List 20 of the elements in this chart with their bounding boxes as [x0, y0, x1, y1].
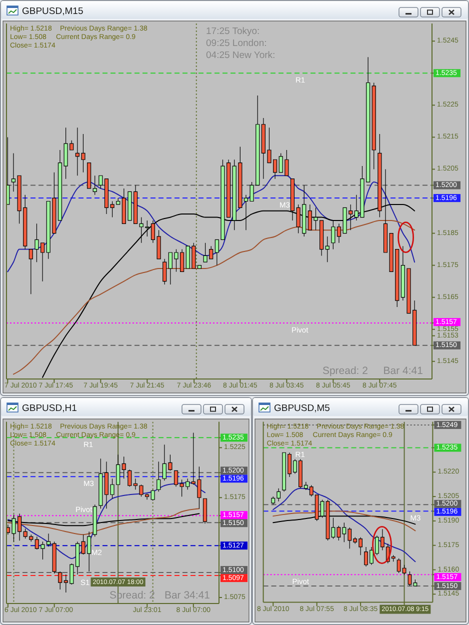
line-series — [7, 508, 200, 536]
annotation: 17:25 Tokyo: — [206, 26, 260, 36]
annotation: 09:25 London: — [206, 38, 267, 48]
line-series — [7, 175, 416, 272]
chart-title: GBPUSD,M15 — [22, 6, 84, 16]
annotation: Bar 34:41 — [164, 590, 210, 602]
candlestick — [92, 175, 97, 196]
annotation: Spread: 2 — [322, 365, 368, 377]
chart-title: GBPUSD,M5 — [274, 402, 330, 414]
candlestick — [6, 136, 10, 205]
candlestick — [98, 175, 103, 189]
chart-title: GBPUSD,H1 — [22, 402, 77, 414]
candlestick — [325, 236, 330, 262]
candlestick — [87, 162, 92, 189]
candlestick — [162, 258, 167, 285]
annotation: Bar 4:41 — [383, 365, 424, 377]
candlestick — [197, 265, 202, 269]
annotation: 04:25 New York: — [206, 50, 276, 60]
candlestick — [372, 82, 376, 170]
line-series — [7, 482, 206, 560]
